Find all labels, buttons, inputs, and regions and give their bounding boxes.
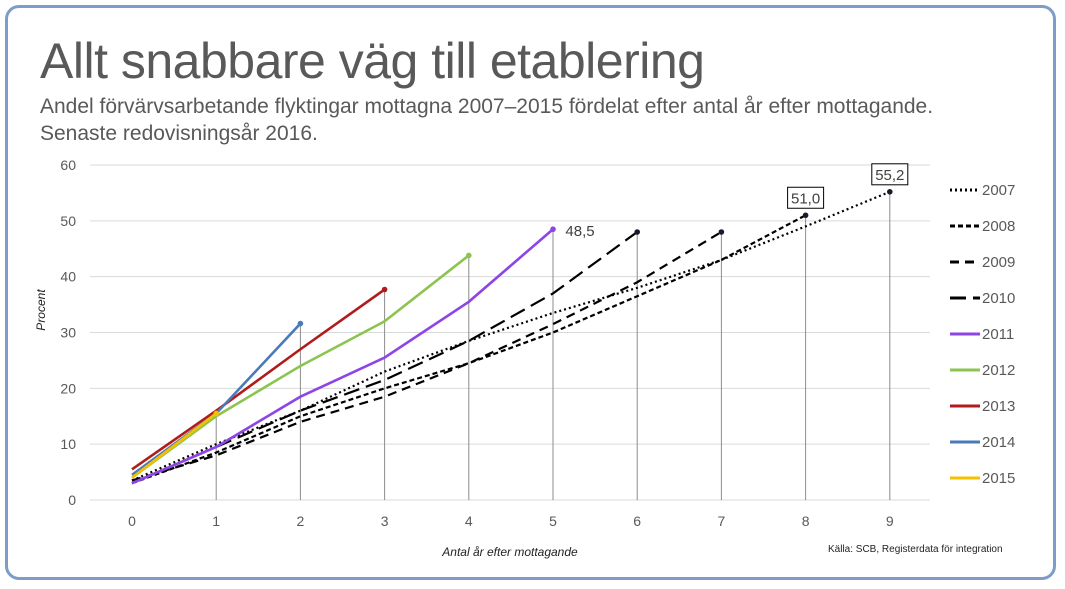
series-line-2007 (131, 190, 891, 482)
legend-label: 2009 (982, 254, 1015, 271)
legend-label: 2010 (982, 290, 1015, 307)
legend-label: 2014 (982, 434, 1015, 451)
x-tick-label: 6 (633, 513, 641, 529)
x-tick-label: 8 (802, 513, 810, 529)
source-note: Källa: SCB, Registerdata för integration (828, 544, 1003, 555)
series-end-marker-2012 (466, 252, 472, 259)
y-tick-label: 30 (60, 325, 76, 341)
x-tick-label: 4 (465, 513, 473, 529)
x-tick-label: 1 (212, 513, 220, 529)
x-tick-label: 2 (297, 513, 305, 529)
y-tick-label: 60 (60, 157, 76, 173)
data-label-box (787, 186, 825, 209)
legend-label: 2012 (982, 362, 1015, 379)
series-end-marker-2014 (297, 320, 304, 327)
x-tick-label: 5 (549, 513, 557, 529)
series-line-2012 (131, 254, 470, 479)
series-end-marker-2010 (634, 229, 640, 235)
slide-frame (5, 5, 1056, 580)
series-end-marker-2008 (802, 212, 809, 219)
x-tick-label: 9 (886, 513, 894, 529)
series-line-2008 (131, 214, 807, 485)
legend-label: 2015 (982, 470, 1015, 487)
series-line-2013 (131, 288, 386, 471)
legend-label: 2007 (982, 182, 1015, 199)
y-tick-label: 50 (60, 213, 76, 229)
series-end-marker-2007 (887, 189, 893, 195)
x-tick-label: 0 (128, 513, 136, 529)
subtitle-line-1: Andel förvärvsarbetande flyktingar motta… (40, 95, 934, 118)
data-label: 48,5 (565, 223, 594, 240)
legend-label: 2008 (982, 218, 1015, 235)
data-label-box (871, 163, 909, 186)
series-end-marker-2009 (718, 229, 725, 235)
series-end-marker-2015 (213, 410, 219, 417)
legend-label: 2011 (982, 326, 1014, 343)
y-tick-label: 20 (60, 380, 76, 396)
x-axis-label: Antal år efter mottagande (441, 545, 578, 559)
chart-subtitle: Andel förvärvsarbetande flyktingar motta… (40, 93, 1040, 147)
subtitle-line-2: Senaste redovisningsår 2016. (40, 122, 318, 145)
series-line-2011 (131, 228, 554, 485)
series-end-marker-2011 (550, 226, 556, 233)
y-axis-label: Procent (34, 289, 48, 331)
series-end-marker-2013 (381, 286, 388, 293)
legend-label: 2013 (982, 398, 1015, 415)
x-tick-label: 3 (381, 513, 389, 529)
series-line-2009 (131, 231, 722, 482)
data-label: 51,0 (791, 190, 820, 207)
chart-title: Allt snabbare väg till etablering (40, 33, 705, 89)
x-tick-label: 7 (718, 513, 726, 529)
y-tick-label: 10 (60, 436, 76, 452)
y-tick-label: 0 (68, 492, 76, 508)
y-tick-label: 40 (60, 269, 76, 285)
data-label: 55,2 (875, 167, 904, 184)
series-line-2010 (131, 231, 638, 485)
series-line-2015 (131, 412, 217, 479)
